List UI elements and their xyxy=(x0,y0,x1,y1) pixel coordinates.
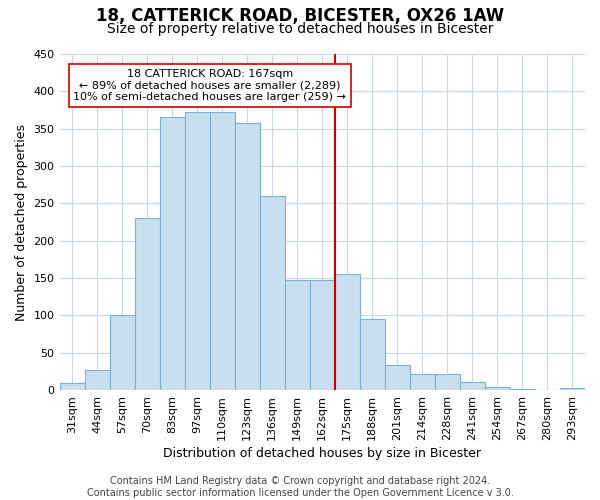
Bar xyxy=(85,370,110,390)
Bar xyxy=(285,280,310,390)
Bar xyxy=(460,382,485,390)
Bar xyxy=(410,374,435,390)
Bar xyxy=(335,274,360,390)
Bar xyxy=(235,124,260,390)
Text: Contains HM Land Registry data © Crown copyright and database right 2024.
Contai: Contains HM Land Registry data © Crown c… xyxy=(86,476,514,498)
Bar xyxy=(185,112,209,390)
Bar xyxy=(510,388,535,390)
Bar xyxy=(209,112,235,390)
Y-axis label: Number of detached properties: Number of detached properties xyxy=(15,124,28,320)
Text: Size of property relative to detached houses in Bicester: Size of property relative to detached ho… xyxy=(107,22,493,36)
Bar xyxy=(485,387,510,390)
Bar xyxy=(310,280,335,390)
Text: 18, CATTERICK ROAD, BICESTER, OX26 1AW: 18, CATTERICK ROAD, BICESTER, OX26 1AW xyxy=(96,8,504,26)
Bar xyxy=(435,374,460,390)
Bar xyxy=(260,196,285,390)
Bar xyxy=(385,364,410,390)
Bar xyxy=(134,218,160,390)
Bar xyxy=(110,316,134,390)
Bar xyxy=(560,388,585,390)
Text: 18 CATTERICK ROAD: 167sqm
← 89% of detached houses are smaller (2,289)
10% of se: 18 CATTERICK ROAD: 167sqm ← 89% of detac… xyxy=(73,69,346,102)
Bar xyxy=(160,118,185,390)
X-axis label: Distribution of detached houses by size in Bicester: Distribution of detached houses by size … xyxy=(163,447,481,460)
Bar xyxy=(360,319,385,390)
Bar xyxy=(59,382,85,390)
